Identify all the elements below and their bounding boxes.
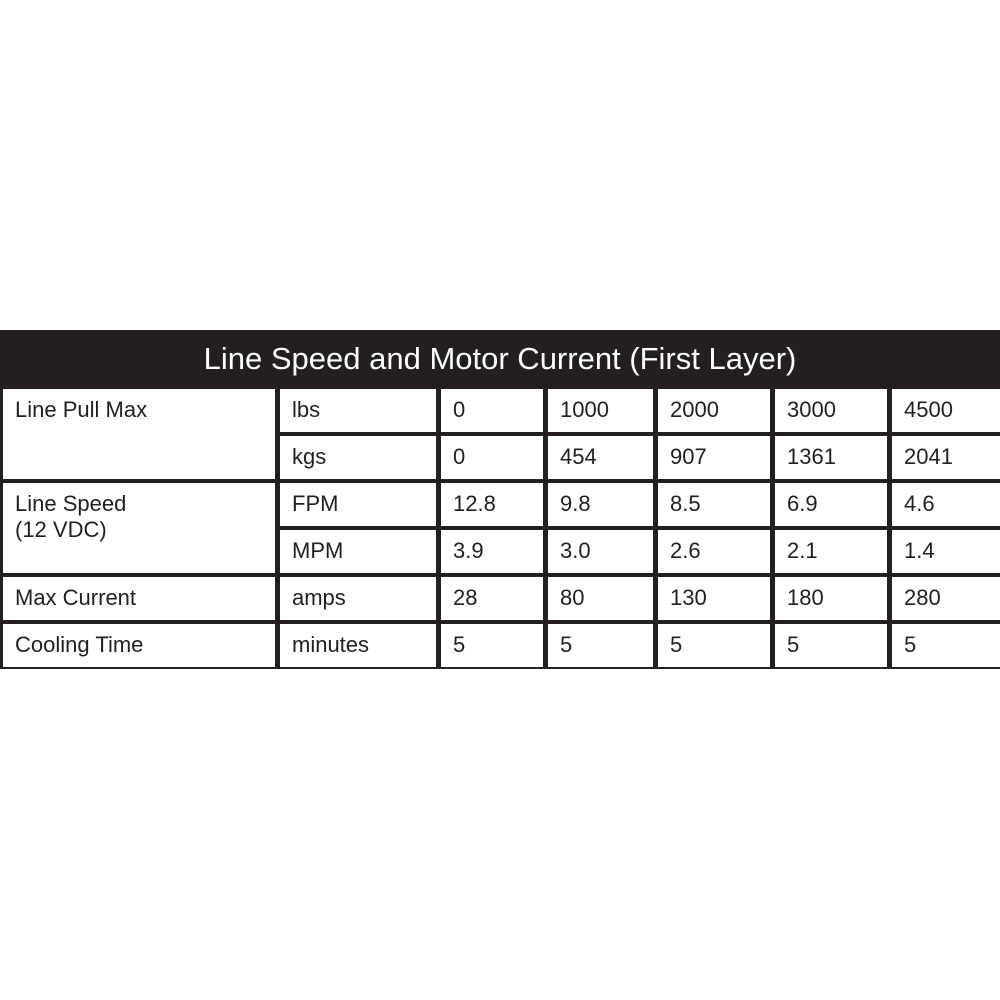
value-cell: 5 [658, 624, 770, 667]
row-label: Line Speed (12 VDC) [3, 483, 275, 573]
table-body: Line Pull Max lbs 0 1000 2000 3000 4500 kgs 0 454… [3, 389, 1000, 667]
value-cell: 8.5 [658, 483, 770, 526]
value-cell: 2000 [658, 389, 770, 432]
value-cell: 4500 [892, 389, 1000, 432]
value-cell: 5 [441, 624, 543, 667]
value-cell: 5 [892, 624, 1000, 667]
unit-cell: amps [280, 577, 436, 620]
table-title: Line Speed and Motor Current (First Laye… [203, 341, 797, 376]
value-cell: 3000 [775, 389, 887, 432]
value-cell: 0 [441, 436, 543, 479]
value-cell: 2.6 [658, 530, 770, 573]
row-label-text: Line Speed [15, 491, 127, 516]
value-cell: 1000 [548, 389, 653, 432]
value-cell: 3.9 [441, 530, 543, 573]
value-cell: 5 [548, 624, 653, 667]
value-cell: 180 [775, 577, 887, 620]
value-cell: 5 [775, 624, 887, 667]
unit-cell: FPM [280, 483, 436, 526]
value-cell: 454 [548, 436, 653, 479]
unit-cell: minutes [280, 624, 436, 667]
row-label-text: Line Pull Max [15, 397, 148, 422]
unit-cell: MPM [280, 530, 436, 573]
value-cell: 1.4 [892, 530, 1000, 573]
unit-cell: kgs [280, 436, 436, 479]
row-label-text: Max Current [15, 585, 137, 610]
value-cell: 9.8 [548, 483, 653, 526]
row-label: Line Pull Max [3, 389, 275, 479]
row-label: Max Current [3, 577, 275, 620]
unit-cell: lbs [280, 389, 436, 432]
value-cell: 2.1 [775, 530, 887, 573]
value-cell: 4.6 [892, 483, 1000, 526]
value-cell: 2041 [892, 436, 1000, 479]
value-cell: 3.0 [548, 530, 653, 573]
value-cell: 80 [548, 577, 653, 620]
value-cell: 130 [658, 577, 770, 620]
row-sublabel: (12 VDC) [15, 517, 107, 542]
value-cell: 6.9 [775, 483, 887, 526]
row-label-text: Cooling Time [15, 632, 144, 657]
row-label: Cooling Time [3, 624, 275, 667]
value-cell: 280 [892, 577, 1000, 620]
value-cell: 12.8 [441, 483, 543, 526]
spec-table: Line Speed and Motor Current (First Laye… [0, 330, 1000, 669]
value-cell: 1361 [775, 436, 887, 479]
value-cell: 28 [441, 577, 543, 620]
value-cell: 907 [658, 436, 770, 479]
value-cell: 0 [441, 389, 543, 432]
